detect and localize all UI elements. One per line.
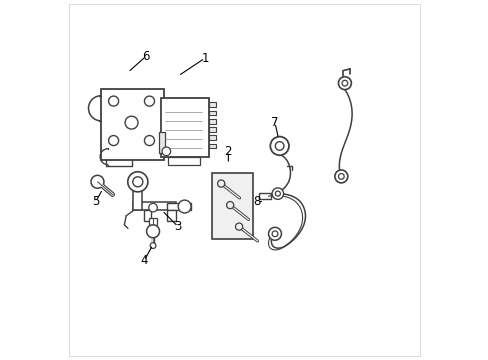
Circle shape xyxy=(270,136,288,155)
Circle shape xyxy=(271,231,277,237)
Bar xyxy=(167,203,190,211)
Circle shape xyxy=(133,177,142,187)
Circle shape xyxy=(144,135,154,145)
Bar xyxy=(148,219,157,225)
Circle shape xyxy=(178,200,191,213)
Text: 2: 2 xyxy=(224,145,232,158)
Circle shape xyxy=(146,225,159,238)
Bar xyxy=(209,144,215,148)
Circle shape xyxy=(341,80,347,86)
Circle shape xyxy=(162,147,170,156)
Bar xyxy=(209,111,215,115)
Circle shape xyxy=(108,135,119,145)
Circle shape xyxy=(150,243,156,248)
Bar xyxy=(167,211,176,221)
Bar xyxy=(258,193,271,199)
Bar xyxy=(159,132,164,153)
Bar xyxy=(144,211,151,221)
Circle shape xyxy=(271,188,283,199)
Bar xyxy=(133,187,142,211)
Circle shape xyxy=(144,96,154,106)
Circle shape xyxy=(127,172,147,192)
Text: 7: 7 xyxy=(271,116,278,129)
Bar xyxy=(209,135,215,140)
Text: 5: 5 xyxy=(92,195,99,208)
Circle shape xyxy=(226,202,233,209)
Bar xyxy=(209,102,215,107)
Bar xyxy=(133,202,176,211)
Bar xyxy=(101,89,163,160)
Circle shape xyxy=(268,227,281,240)
Text: 6: 6 xyxy=(142,50,149,63)
Bar xyxy=(168,157,200,165)
Text: 8: 8 xyxy=(253,195,260,208)
Circle shape xyxy=(148,203,157,212)
Circle shape xyxy=(275,141,284,150)
Text: 3: 3 xyxy=(174,220,182,233)
Circle shape xyxy=(338,174,344,179)
Circle shape xyxy=(91,175,104,188)
Text: 1: 1 xyxy=(201,51,208,64)
Circle shape xyxy=(334,170,347,183)
Circle shape xyxy=(125,116,138,129)
Circle shape xyxy=(217,180,224,187)
Circle shape xyxy=(235,223,242,230)
Bar xyxy=(212,173,253,239)
Circle shape xyxy=(275,191,280,196)
Circle shape xyxy=(108,96,119,106)
Bar xyxy=(209,127,215,132)
Text: 4: 4 xyxy=(140,254,147,267)
Circle shape xyxy=(338,77,351,90)
Bar xyxy=(209,119,215,123)
Bar xyxy=(161,98,209,157)
